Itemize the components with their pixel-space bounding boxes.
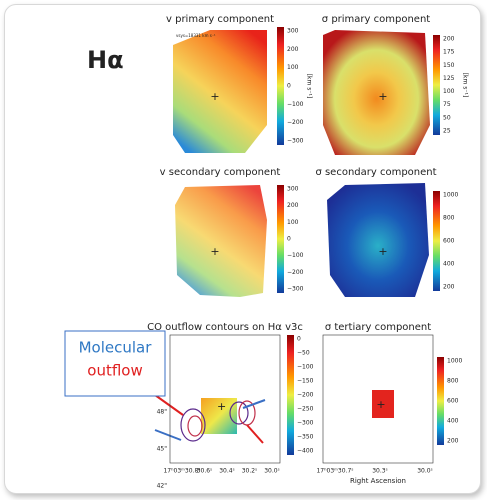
x-tick-label: 17ʰ03ᵐ30.7ˢ <box>316 468 353 475</box>
colorbar <box>437 357 444 445</box>
center-marker: + <box>217 400 226 413</box>
y-tick-label: 42" <box>157 483 168 490</box>
center-marker: + <box>378 245 387 258</box>
figure: Hα + Molecular outflow vsys=18331 km s⁻¹… <box>64 14 469 490</box>
map <box>173 30 267 153</box>
colorbar-tick-label: 125 <box>443 75 455 82</box>
colorbar-tick-label: 200 <box>443 36 455 43</box>
x-tick-label: 30.2ˢ <box>242 468 258 475</box>
y-tick-label: 48" <box>157 409 168 416</box>
colorbar-tick-label: 800 <box>447 378 459 385</box>
annotation: Molecular <box>79 339 153 357</box>
panel-title: v secondary component <box>160 167 281 178</box>
colorbar-tick-label: −100 <box>287 252 304 259</box>
colorbar-tick-label: −300 <box>297 420 314 427</box>
colorbar-tick-label: 200 <box>443 284 455 291</box>
map <box>201 398 237 434</box>
colorbar-tick-label: −300 <box>287 286 304 293</box>
x-tick-label: 17ʰ03ᵐ30.8ˢ <box>163 468 200 475</box>
colorbar-tick-label: 0 <box>287 83 291 90</box>
figure-frame: Hα + Molecular outflow vsys=18331 km s⁻¹… <box>4 4 481 494</box>
colorbar-tick-label: 50 <box>443 114 451 121</box>
axes-frame <box>322 334 434 464</box>
map <box>175 185 267 297</box>
annotation-box <box>64 330 166 397</box>
panel-title: σ primary component <box>322 14 430 25</box>
center-marker: + <box>378 90 387 103</box>
map <box>372 390 394 418</box>
colorbar-tick-label: −150 <box>297 378 314 385</box>
colorbar-tick-label: −50 <box>297 350 310 357</box>
panel-title: σ secondary component <box>315 167 436 178</box>
colorbar-tick-label: 1000 <box>447 358 462 365</box>
colorbar-tick-label: −350 <box>297 434 314 441</box>
colorbar-tick-label: −200 <box>287 269 304 276</box>
colorbar-tick-label: 100 <box>443 88 455 95</box>
map <box>323 30 430 155</box>
x-axis-label: Right Ascension <box>350 477 406 485</box>
center-marker: + <box>210 90 219 103</box>
colorbar <box>277 185 284 293</box>
colorbar-tick-label: 600 <box>447 398 459 405</box>
colorbar-tick-label: 100 <box>287 64 299 71</box>
x-tick-label: 30.4ˢ <box>219 468 235 475</box>
colorbar-tick-label: 400 <box>447 418 459 425</box>
panel-title: CO outflow contours on Hα v3c <box>147 322 303 333</box>
x-tick-label: 30.3ˢ <box>372 468 388 475</box>
colorbar-tick-label: 300 <box>287 186 299 193</box>
colorbar-tick-label: −250 <box>297 406 314 413</box>
colorbar-tick-label: −100 <box>297 364 314 371</box>
colorbar-tick-label: 400 <box>443 261 455 268</box>
colorbar-tick-label: 200 <box>287 202 299 209</box>
colorbar-tick-label: 0 <box>287 236 291 243</box>
colorbar-tick-label: 1000 <box>443 192 458 199</box>
colorbar-tick-label: 0 <box>297 336 301 343</box>
colorbar-tick-label: 200 <box>287 46 299 53</box>
colorbar-tick-label: −200 <box>297 392 314 399</box>
colorbar <box>277 27 284 145</box>
colorbar-tick-label: 600 <box>443 238 455 245</box>
center-marker: + <box>210 245 219 258</box>
colorbar-tick-label: 200 <box>447 438 459 445</box>
colorbar-tick-label: −100 <box>287 101 304 108</box>
x-tick-label: 30.6ˢ <box>197 468 213 475</box>
colorbar-tick-label: 300 <box>287 28 299 35</box>
panel-title: v primary component <box>166 14 274 25</box>
colorbar-tick-label: 150 <box>443 62 455 69</box>
colorbar-tick-label: 800 <box>443 215 455 222</box>
colorbar-tick-label: 75 <box>443 101 451 108</box>
colorbar-label: [km s⁻¹] <box>462 73 469 98</box>
annotation: outflow <box>87 362 142 380</box>
colorbar-tick-label: 25 <box>443 128 451 135</box>
x-tick-label: 30.0ˢ <box>264 468 280 475</box>
y-tick-label: 45" <box>157 446 168 453</box>
colorbar <box>433 35 440 135</box>
colorbar-tick-label: 100 <box>287 219 299 226</box>
axes-frame <box>169 334 281 464</box>
x-tick-label: 30.0ˢ <box>417 468 433 475</box>
line-label: Hα <box>87 46 124 74</box>
arrows <box>154 394 266 444</box>
map <box>327 183 429 297</box>
center-marker: + <box>376 398 385 411</box>
note: vsys=18331 km s⁻¹ <box>176 33 216 38</box>
colorbar-tick-label: −200 <box>287 119 304 126</box>
colorbar-tick-label: −400 <box>297 448 314 455</box>
colorbar-label: [km s⁻¹] <box>306 74 313 99</box>
colorbar-tick-label: 175 <box>443 49 455 56</box>
panel-title: σ tertiary component <box>325 322 431 333</box>
colorbar <box>287 335 294 455</box>
colorbar <box>433 191 440 291</box>
colorbar-tick-label: −300 <box>287 138 304 145</box>
